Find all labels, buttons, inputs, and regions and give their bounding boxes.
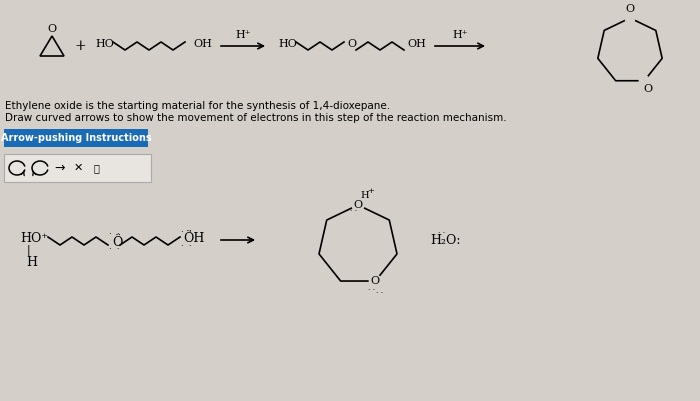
Circle shape bbox=[625, 13, 635, 23]
Text: ·  ·: · · bbox=[181, 242, 192, 250]
Text: ·  ·: · · bbox=[181, 228, 192, 236]
Text: ÖH: ÖH bbox=[183, 233, 204, 245]
Text: OH: OH bbox=[407, 39, 426, 49]
Text: ·  ·: · · bbox=[109, 245, 120, 253]
Text: Ethylene oxide is the starting material for the synthesis of 1,4-dioxepane.: Ethylene oxide is the starting material … bbox=[5, 101, 390, 111]
Text: ·  ·: · · bbox=[109, 230, 120, 238]
Text: HO: HO bbox=[95, 39, 114, 49]
Text: H₂O:: H₂O: bbox=[430, 233, 461, 247]
Circle shape bbox=[370, 275, 382, 287]
Text: +: + bbox=[368, 187, 374, 195]
Text: O: O bbox=[371, 276, 380, 286]
Text: O: O bbox=[48, 24, 57, 34]
Text: →: → bbox=[55, 162, 65, 174]
Text: O: O bbox=[347, 39, 356, 49]
Text: Ö: Ö bbox=[112, 235, 122, 249]
Circle shape bbox=[639, 76, 650, 86]
Text: · ·: · · bbox=[351, 207, 358, 215]
Text: +: + bbox=[74, 39, 86, 53]
Text: OH: OH bbox=[193, 39, 212, 49]
Text: · ·: · · bbox=[368, 286, 375, 294]
Text: |: | bbox=[27, 244, 31, 256]
Text: H⁺: H⁺ bbox=[235, 30, 251, 40]
Text: O: O bbox=[644, 84, 653, 94]
Text: O: O bbox=[625, 4, 635, 14]
Text: H⁺: H⁺ bbox=[452, 30, 468, 40]
Text: ✕: ✕ bbox=[74, 163, 83, 173]
Text: O: O bbox=[354, 200, 363, 210]
Text: Draw curved arrows to show the movement of electrons in this step of the reactio: Draw curved arrows to show the movement … bbox=[5, 113, 507, 123]
Circle shape bbox=[352, 199, 364, 211]
Text: H: H bbox=[360, 190, 370, 200]
Text: 🗑: 🗑 bbox=[93, 163, 99, 173]
Text: Arrow-pushing Instructions: Arrow-pushing Instructions bbox=[1, 133, 151, 143]
Text: H: H bbox=[26, 255, 37, 269]
Text: · ·: · · bbox=[438, 229, 445, 237]
Text: HO: HO bbox=[278, 39, 297, 49]
Text: · ·: · · bbox=[376, 289, 383, 297]
FancyBboxPatch shape bbox=[4, 154, 151, 182]
FancyBboxPatch shape bbox=[4, 129, 148, 147]
Text: HO⁺: HO⁺ bbox=[20, 231, 48, 245]
